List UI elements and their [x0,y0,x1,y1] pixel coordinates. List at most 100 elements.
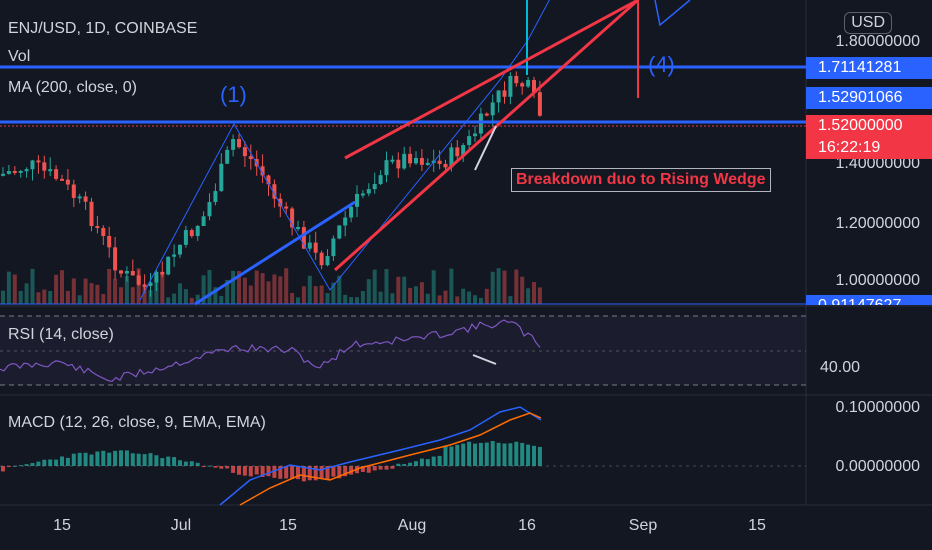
volume-bar [201,275,206,304]
candle-body [478,113,483,134]
candle-body [396,159,401,169]
volume-bar [319,285,324,304]
volume-bar [213,287,218,304]
price-tag-countdown: 16:22:19 [806,137,932,159]
volume-bar [166,297,171,304]
volume-bar [142,283,147,304]
volume-bar [278,276,283,304]
candle-body [201,216,206,226]
volume-bar [349,297,354,304]
macd-hist-bar [325,466,330,480]
volume-bar [526,288,531,304]
volume-bar [24,283,29,304]
time-tick: 15 [279,517,297,534]
macd-hist-bar [278,466,283,479]
candle-body [213,191,218,203]
macd-hist-bar [414,461,418,466]
macd-hist-bar [449,446,454,466]
volume-bar [443,290,448,304]
volume-bar [178,283,182,304]
wave-label-4: (4) [648,52,675,77]
macd-hist-bar [119,450,123,466]
volume-bar [266,281,271,304]
macd-hist-bar [502,443,507,466]
volume-bar [508,296,513,304]
candle-body [520,83,525,87]
volume-bar [455,296,460,304]
rsi-line [0,319,541,383]
macd-hist-bar [225,466,230,469]
candle-body [183,230,188,245]
macd-hist-bar [408,462,413,466]
volume-bar [496,268,501,304]
volume-bar [301,286,306,304]
candle-body [30,160,35,170]
volume-bar [60,270,64,304]
macd-hist-bar [136,453,141,466]
candle-body [248,156,253,160]
macd-hist-bar [107,452,112,466]
volume-bar [284,268,289,304]
macd-hist-bar [360,466,365,472]
volume-bar [65,290,70,304]
volume-bar [71,278,76,304]
volume-bar [83,278,88,304]
candle-body [260,166,265,176]
volume-bar [360,291,365,304]
macd-hist-bar [378,466,383,470]
volume-bar [484,288,489,304]
candle-body [414,158,418,164]
macd-hist-bar [148,453,153,466]
volume-bar [307,275,312,304]
candle-body [496,90,501,103]
volume-legend: Vol [8,48,31,65]
currency-button[interactable]: USD [844,12,892,34]
candle-body [6,171,11,174]
macd-hist-bar [18,465,23,467]
candle-body [142,284,147,287]
volume-bar [467,291,472,304]
volume-bar [343,294,348,304]
time-tick: Jul [170,517,192,534]
price-tick: 1.00000000 [835,272,920,289]
volume-bar [130,287,135,304]
candle-body [473,133,477,137]
macd-hist-bar [36,461,41,466]
candle-body [219,163,224,192]
candle-body [119,270,123,274]
candle-body [372,184,377,190]
volume-bar [107,268,112,304]
candle-body [225,149,230,164]
volume-bar [172,293,177,304]
candle-body [301,227,306,249]
volume-bar [390,293,395,304]
macd-hist-bar [425,459,430,466]
volume-bar [419,282,424,304]
signal-line [239,412,542,506]
volume-bar [195,294,200,304]
candle-body [508,75,513,97]
macd-hist-bar [178,460,182,466]
macd-hist-bar [437,455,442,466]
macd-hist-bar [313,466,318,481]
macd-hist-bar [260,466,265,477]
candle-body [290,208,295,228]
macd-hist-bar [455,444,460,466]
volume-bar [313,286,318,304]
candle-body [65,179,70,185]
candle-body [484,113,489,116]
time-tick: 15 [748,517,766,534]
candle-body [272,184,277,199]
candle-body [36,160,41,163]
time-tick: 15 [53,517,71,534]
macd-hist-bar [461,443,466,466]
candle-body [360,193,365,196]
candle-body [437,160,442,164]
macd-hist-bar [60,456,64,466]
rsi-divergence-mark [472,354,497,365]
time-tick: 16 [518,517,536,534]
price-tag-volume: 0.91147627 [806,295,932,305]
volume-bar [366,279,371,304]
